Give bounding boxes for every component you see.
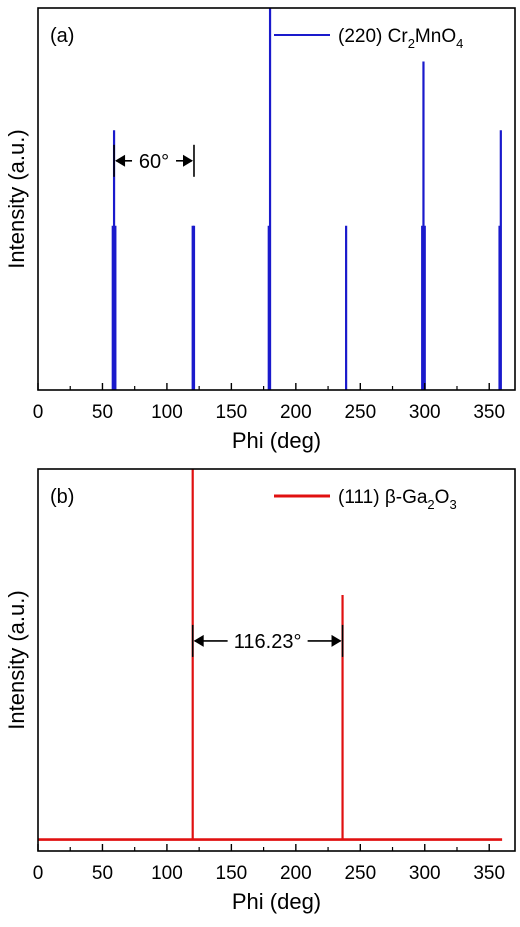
legend-label: (220) Cr2MnO4	[338, 26, 463, 51]
panel-1: 0 50 100 150 200 250 300 350 Phi (deg) Intensity …	[4, 468, 516, 914]
series-1	[38, 469, 503, 841]
x-axis-label: Phi (deg)	[232, 428, 321, 453]
panel-label: (a)	[50, 25, 74, 47]
x-tick-label: 50	[92, 863, 113, 884]
plot-frame	[37, 468, 516, 852]
annotation-label: 60°	[139, 151, 169, 173]
x-tick-label: 200	[280, 863, 312, 884]
legend-sub2: 4	[456, 36, 463, 51]
legend-sub1: 2	[427, 497, 434, 512]
y-axis-label: Intensity (a.u.)	[4, 129, 29, 268]
legend: (111) β-Ga2O3	[274, 487, 457, 512]
arrowhead-right	[182, 154, 193, 167]
legend: (220) Cr2MnO4	[274, 26, 463, 51]
x-axis-label: Phi (deg)	[232, 889, 321, 914]
x-tick-label: 0	[33, 402, 44, 423]
x-tick-label: 100	[151, 402, 183, 423]
x-tick-label: 200	[280, 402, 312, 423]
plot-frame	[37, 7, 516, 391]
legend-label: (111) β-Ga2O3	[338, 487, 457, 512]
legend-prefix: (220) Cr	[338, 26, 408, 47]
annotation: 116.23°	[191, 624, 344, 657]
arrowhead-left	[193, 634, 204, 647]
x-tick-label: 250	[344, 863, 376, 884]
annotation: 60°	[113, 144, 195, 177]
x-tick-label: 50	[92, 402, 113, 423]
x-tick-label: 250	[344, 402, 376, 423]
annotation-label: 116.23°	[234, 631, 302, 653]
legend-mid: MnO	[415, 26, 456, 47]
arrowhead-right	[331, 634, 342, 647]
legend-sub2: 3	[449, 497, 456, 512]
panel-0: 0 50 100 150 200 250 300 350 Phi (deg) Intensity …	[4, 7, 516, 453]
y-axis-label: Intensity (a.u.)	[4, 590, 29, 729]
x-tick-label: 100	[151, 863, 183, 884]
legend-sub1: 2	[408, 36, 415, 51]
x-tick-label: 300	[409, 863, 441, 884]
series-0	[111, 8, 502, 390]
panel-label: (b)	[50, 486, 74, 508]
x-tick-label: 350	[473, 402, 505, 423]
x-tick-label: 150	[216, 402, 248, 423]
legend-prefix: (111) β-Ga	[338, 487, 428, 508]
legend-mid: O	[435, 487, 450, 508]
x-tick-label: 300	[409, 402, 441, 423]
x-tick-label: 150	[216, 863, 248, 884]
x-tick-label: 0	[33, 863, 44, 884]
x-tick-label: 350	[473, 863, 505, 884]
arrowhead-left	[115, 154, 126, 167]
